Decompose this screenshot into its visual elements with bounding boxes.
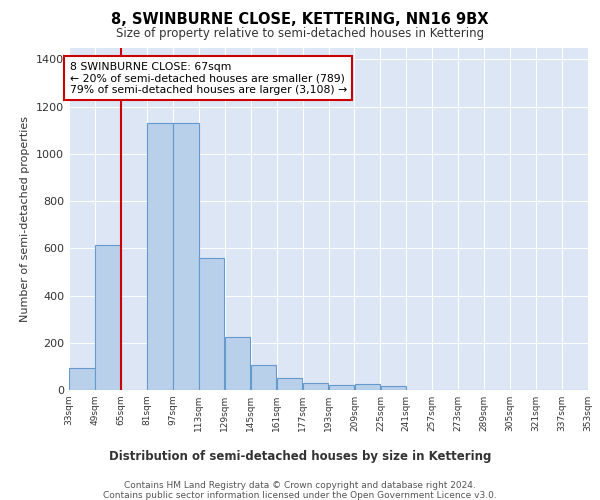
- Bar: [380, 386, 406, 390]
- Bar: [225, 337, 250, 390]
- Text: 8 SWINBURNE CLOSE: 67sqm
← 20% of semi-detached houses are smaller (789)
79% of : 8 SWINBURNE CLOSE: 67sqm ← 20% of semi-d…: [70, 62, 347, 95]
- Bar: [277, 378, 302, 390]
- Text: Contains public sector information licensed under the Open Government Licence v3: Contains public sector information licen…: [103, 491, 497, 500]
- Text: 8, SWINBURNE CLOSE, KETTERING, NN16 9BX: 8, SWINBURNE CLOSE, KETTERING, NN16 9BX: [111, 12, 489, 28]
- Y-axis label: Number of semi-detached properties: Number of semi-detached properties: [20, 116, 31, 322]
- Bar: [251, 365, 277, 390]
- Bar: [303, 383, 328, 390]
- Text: Size of property relative to semi-detached houses in Kettering: Size of property relative to semi-detach…: [116, 28, 484, 40]
- Bar: [199, 258, 224, 390]
- Bar: [95, 244, 121, 390]
- Bar: [329, 386, 354, 390]
- Text: Contains HM Land Registry data © Crown copyright and database right 2024.: Contains HM Land Registry data © Crown c…: [124, 481, 476, 490]
- Bar: [69, 368, 95, 390]
- Text: Distribution of semi-detached houses by size in Kettering: Distribution of semi-detached houses by …: [109, 450, 491, 463]
- Bar: [173, 123, 199, 390]
- Bar: [355, 384, 380, 390]
- Bar: [147, 123, 173, 390]
